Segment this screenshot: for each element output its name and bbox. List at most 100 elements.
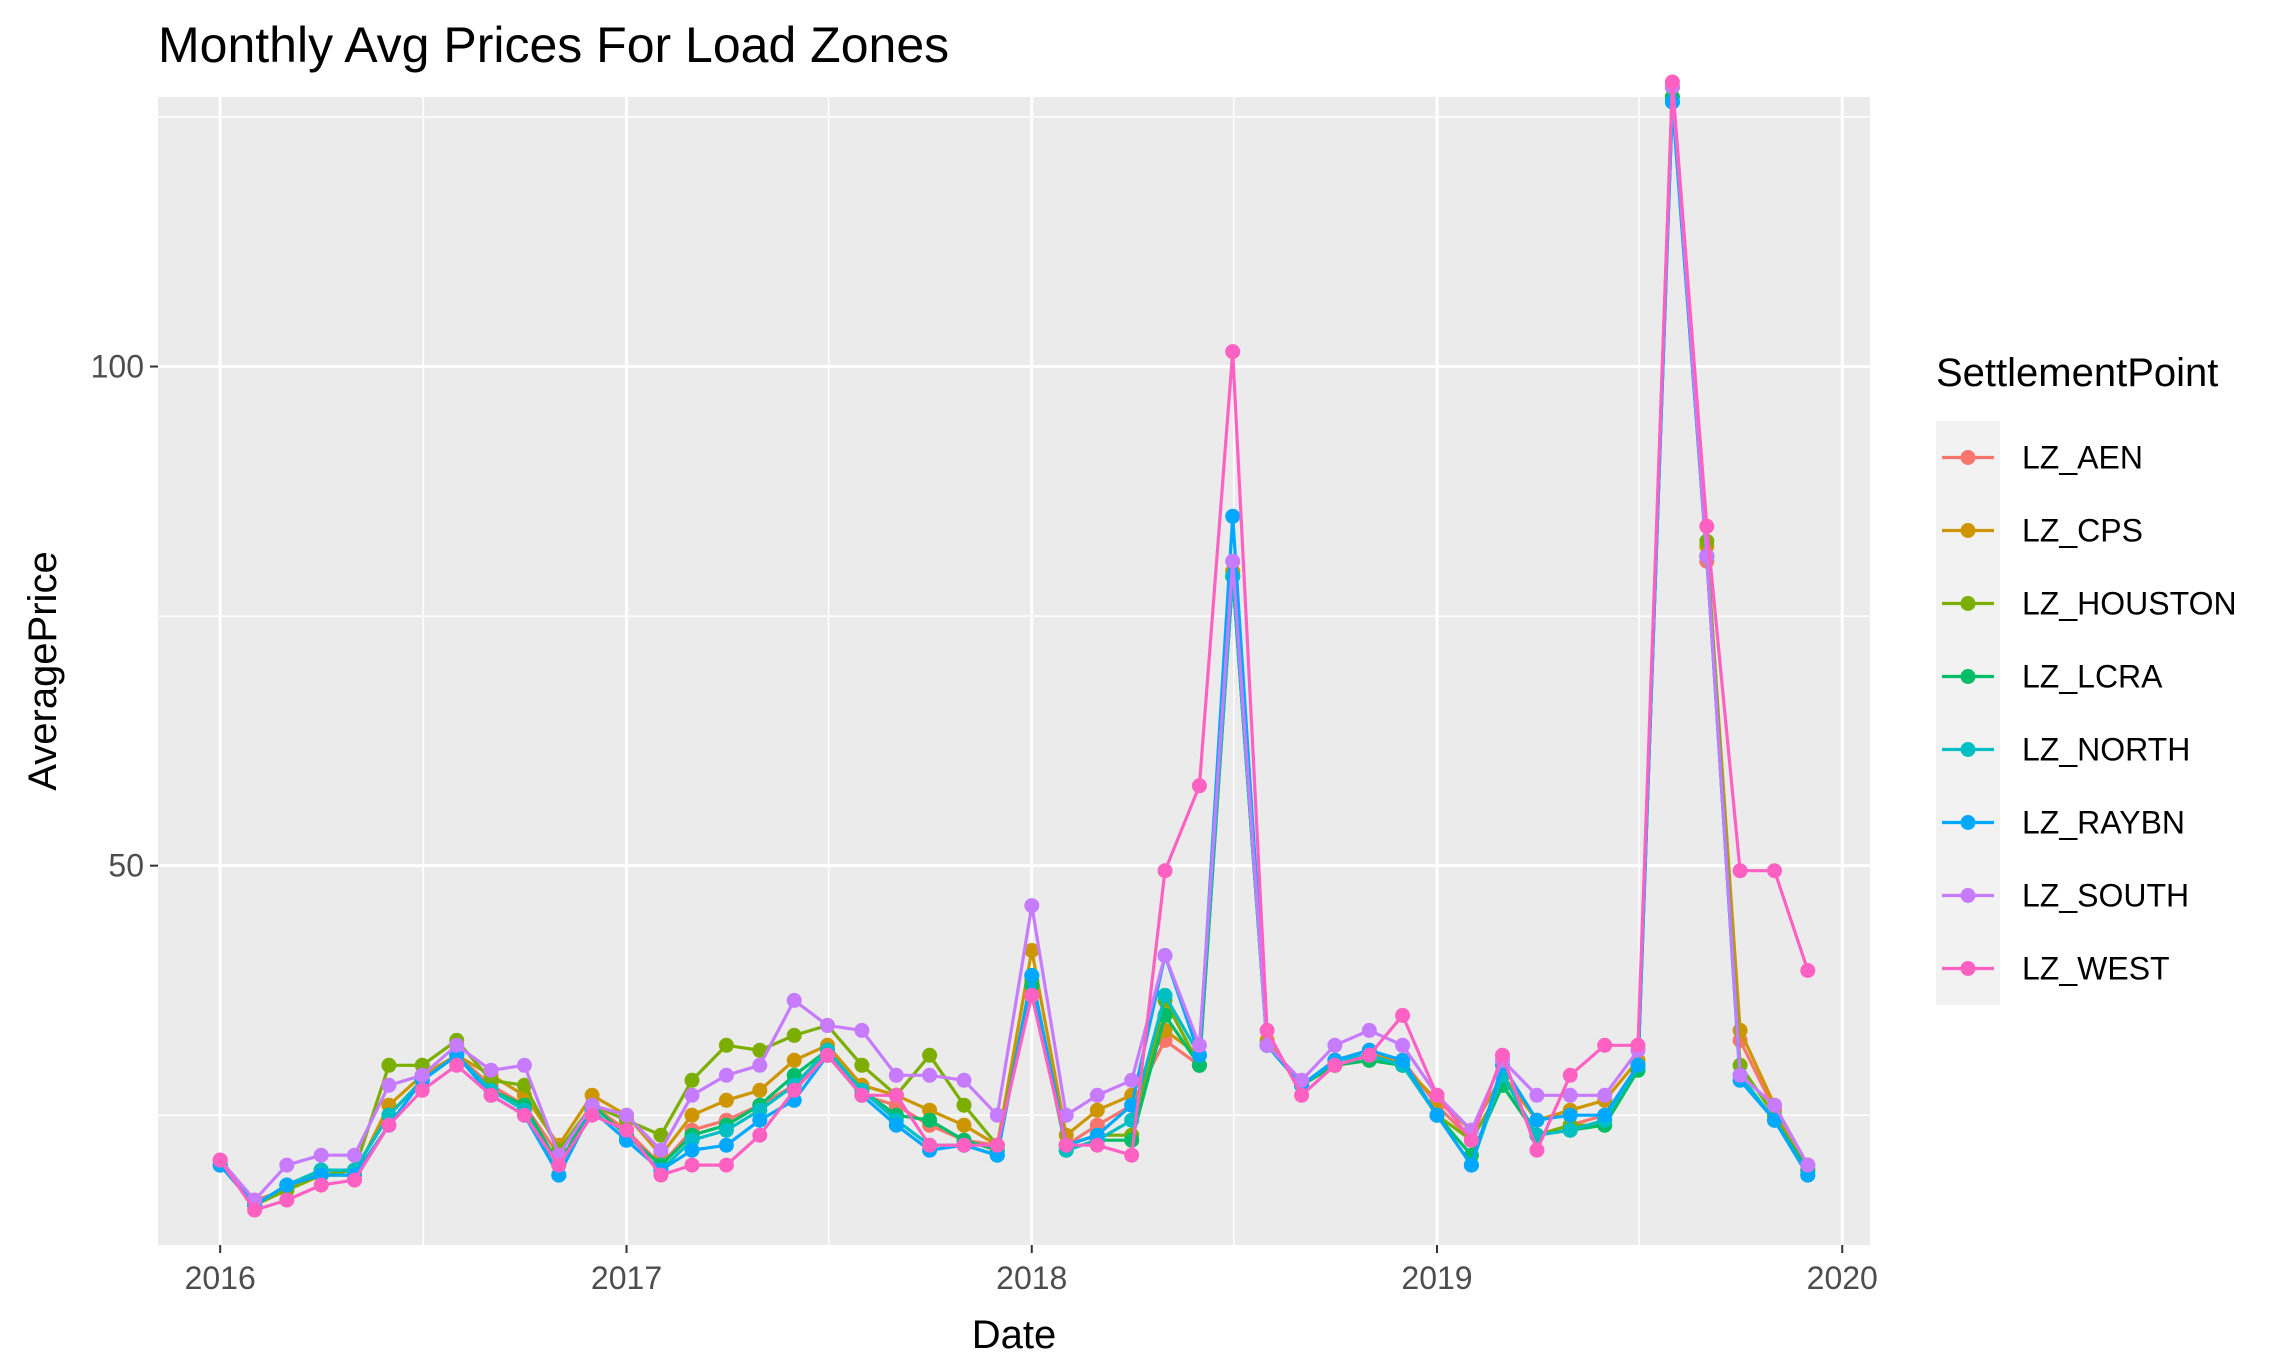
data-point-lz-cps: [786, 1052, 802, 1068]
data-point-lz-raybn: [1225, 508, 1241, 524]
legend: SettlementPoint LZ_AENLZ_CPSLZ_HOUSTONLZ…: [1936, 351, 2237, 1005]
data-point-lz-south: [922, 1067, 938, 1083]
data-point-lz-south: [684, 1087, 700, 1103]
data-point-lz-south: [653, 1142, 669, 1158]
data-point-lz-south: [1562, 1087, 1578, 1103]
data-point-lz-west: [922, 1137, 938, 1153]
data-point-lz-raybn: [279, 1177, 295, 1193]
data-point-lz-houston: [684, 1072, 700, 1088]
data-point-lz-houston: [718, 1037, 734, 1053]
data-point-lz-west: [347, 1172, 362, 1188]
legend-label-lz-south: LZ_SOUTH: [2022, 878, 2189, 914]
data-point-lz-houston: [956, 1097, 972, 1113]
data-point-lz-south: [1699, 548, 1715, 564]
legend-label-lz-west: LZ_WEST: [2022, 951, 2170, 987]
legend-label-lz-raybn: LZ_RAYBN: [2022, 805, 2185, 841]
legend-key-point-lz-west: [1960, 961, 1976, 976]
data-point-lz-raybn: [1395, 1052, 1411, 1068]
data-point-lz-raybn: [1429, 1107, 1445, 1123]
legend-key-point-lz-lcra: [1960, 669, 1976, 684]
data-point-lz-south: [1024, 898, 1040, 914]
series-line-lz-west: [218, 80, 1810, 1212]
data-point-lz-south: [786, 992, 802, 1008]
data-point-lz-west: [1058, 1137, 1074, 1153]
data-point-lz-west: [212, 1152, 228, 1168]
data-point-lz-south: [1191, 1037, 1207, 1053]
data-point-lz-west: [1699, 518, 1715, 534]
data-point-lz-cps: [1089, 1102, 1105, 1118]
data-point-lz-west: [1259, 1022, 1275, 1038]
data-point-lz-raybn: [684, 1142, 700, 1158]
data-point-lz-west: [1361, 1047, 1377, 1063]
data-point-lz-south: [1157, 948, 1173, 963]
data-point-lz-south: [347, 1147, 362, 1163]
gridlines: [158, 97, 1870, 1245]
data-point-lz-west: [1089, 1137, 1105, 1153]
data-point-lz-west: [1529, 1142, 1545, 1158]
data-point-lz-cps: [752, 1082, 768, 1098]
data-point-lz-west: [279, 1192, 295, 1208]
data-point-lz-west: [1395, 1007, 1411, 1023]
data-point-lz-west: [1327, 1057, 1343, 1073]
data-point-lz-south: [1225, 553, 1241, 569]
data-point-lz-west: [1429, 1087, 1445, 1103]
data-point-lz-south: [1327, 1037, 1343, 1053]
data-point-lz-houston: [752, 1042, 768, 1058]
data-point-lz-south: [1361, 1022, 1377, 1038]
data-point-lz-west: [516, 1107, 532, 1123]
legend-key-background: [1936, 421, 2000, 1005]
data-point-lz-raybn: [1024, 968, 1040, 983]
data-point-lz-west: [1463, 1132, 1479, 1148]
data-point-lz-south: [1597, 1087, 1613, 1103]
data-point-lz-cps: [1732, 1022, 1748, 1038]
data-point-lz-houston: [653, 1127, 669, 1143]
data-point-lz-raybn: [1562, 1107, 1578, 1123]
data-point-lz-south: [1732, 1067, 1748, 1083]
data-point-lz-cps: [956, 1117, 972, 1133]
data-point-lz-south: [1259, 1037, 1275, 1053]
data-point-lz-north: [718, 1122, 734, 1138]
data-point-lz-west: [1767, 863, 1782, 879]
legend-label-lz-north: LZ_NORTH: [2022, 732, 2190, 768]
data-point-lz-west: [888, 1087, 904, 1103]
data-point-lz-west: [820, 1047, 835, 1063]
legend-key-point-lz-houston: [1960, 596, 1976, 611]
series-layer: [212, 74, 1816, 1218]
data-point-lz-south: [1767, 1097, 1782, 1113]
x-tick-label: 2018: [996, 1260, 1067, 1296]
data-point-lz-west: [551, 1157, 567, 1173]
data-point-lz-west: [1495, 1047, 1510, 1063]
data-point-lz-south: [718, 1067, 734, 1083]
data-point-lz-south: [888, 1067, 904, 1083]
data-point-lz-cps: [684, 1107, 700, 1123]
legend-key-point-lz-cps: [1960, 523, 1976, 538]
data-point-lz-south: [854, 1022, 870, 1038]
y-tick-label: 50: [108, 848, 144, 884]
data-point-lz-north: [1157, 987, 1173, 1003]
data-point-lz-south: [313, 1147, 329, 1163]
data-point-lz-raybn: [1463, 1157, 1479, 1173]
x-tick-label: 2020: [1807, 1260, 1878, 1296]
legend-key-point-lz-south: [1960, 888, 1976, 903]
data-point-lz-west: [449, 1057, 465, 1073]
data-point-lz-west: [381, 1117, 397, 1133]
data-point-lz-south: [956, 1072, 972, 1088]
data-point-lz-raybn: [718, 1137, 734, 1153]
data-point-lz-west: [1800, 963, 1816, 978]
data-point-lz-raybn: [1529, 1112, 1545, 1128]
legend-title: SettlementPoint: [1936, 351, 2218, 395]
data-point-lz-west: [989, 1137, 1005, 1153]
data-point-lz-cps: [1024, 943, 1040, 958]
legend-key-point-lz-raybn: [1960, 815, 1976, 830]
data-point-lz-west: [483, 1087, 499, 1103]
legend-label-lz-cps: LZ_CPS: [2022, 513, 2143, 549]
data-point-lz-south: [989, 1107, 1005, 1123]
x-tick-label: 2019: [1401, 1260, 1472, 1296]
y-axis-title: AveragePrice: [21, 551, 65, 790]
data-point-lz-cps: [718, 1092, 734, 1108]
data-point-lz-south: [619, 1107, 634, 1123]
x-tick-label: 2016: [185, 1260, 256, 1296]
legend-items: LZ_AEN LZ_CPS LZ_HOUSTON LZ_LCRA LZ_NORTH LZ_…: [1936, 421, 2237, 1005]
data-point-lz-west: [313, 1177, 329, 1193]
